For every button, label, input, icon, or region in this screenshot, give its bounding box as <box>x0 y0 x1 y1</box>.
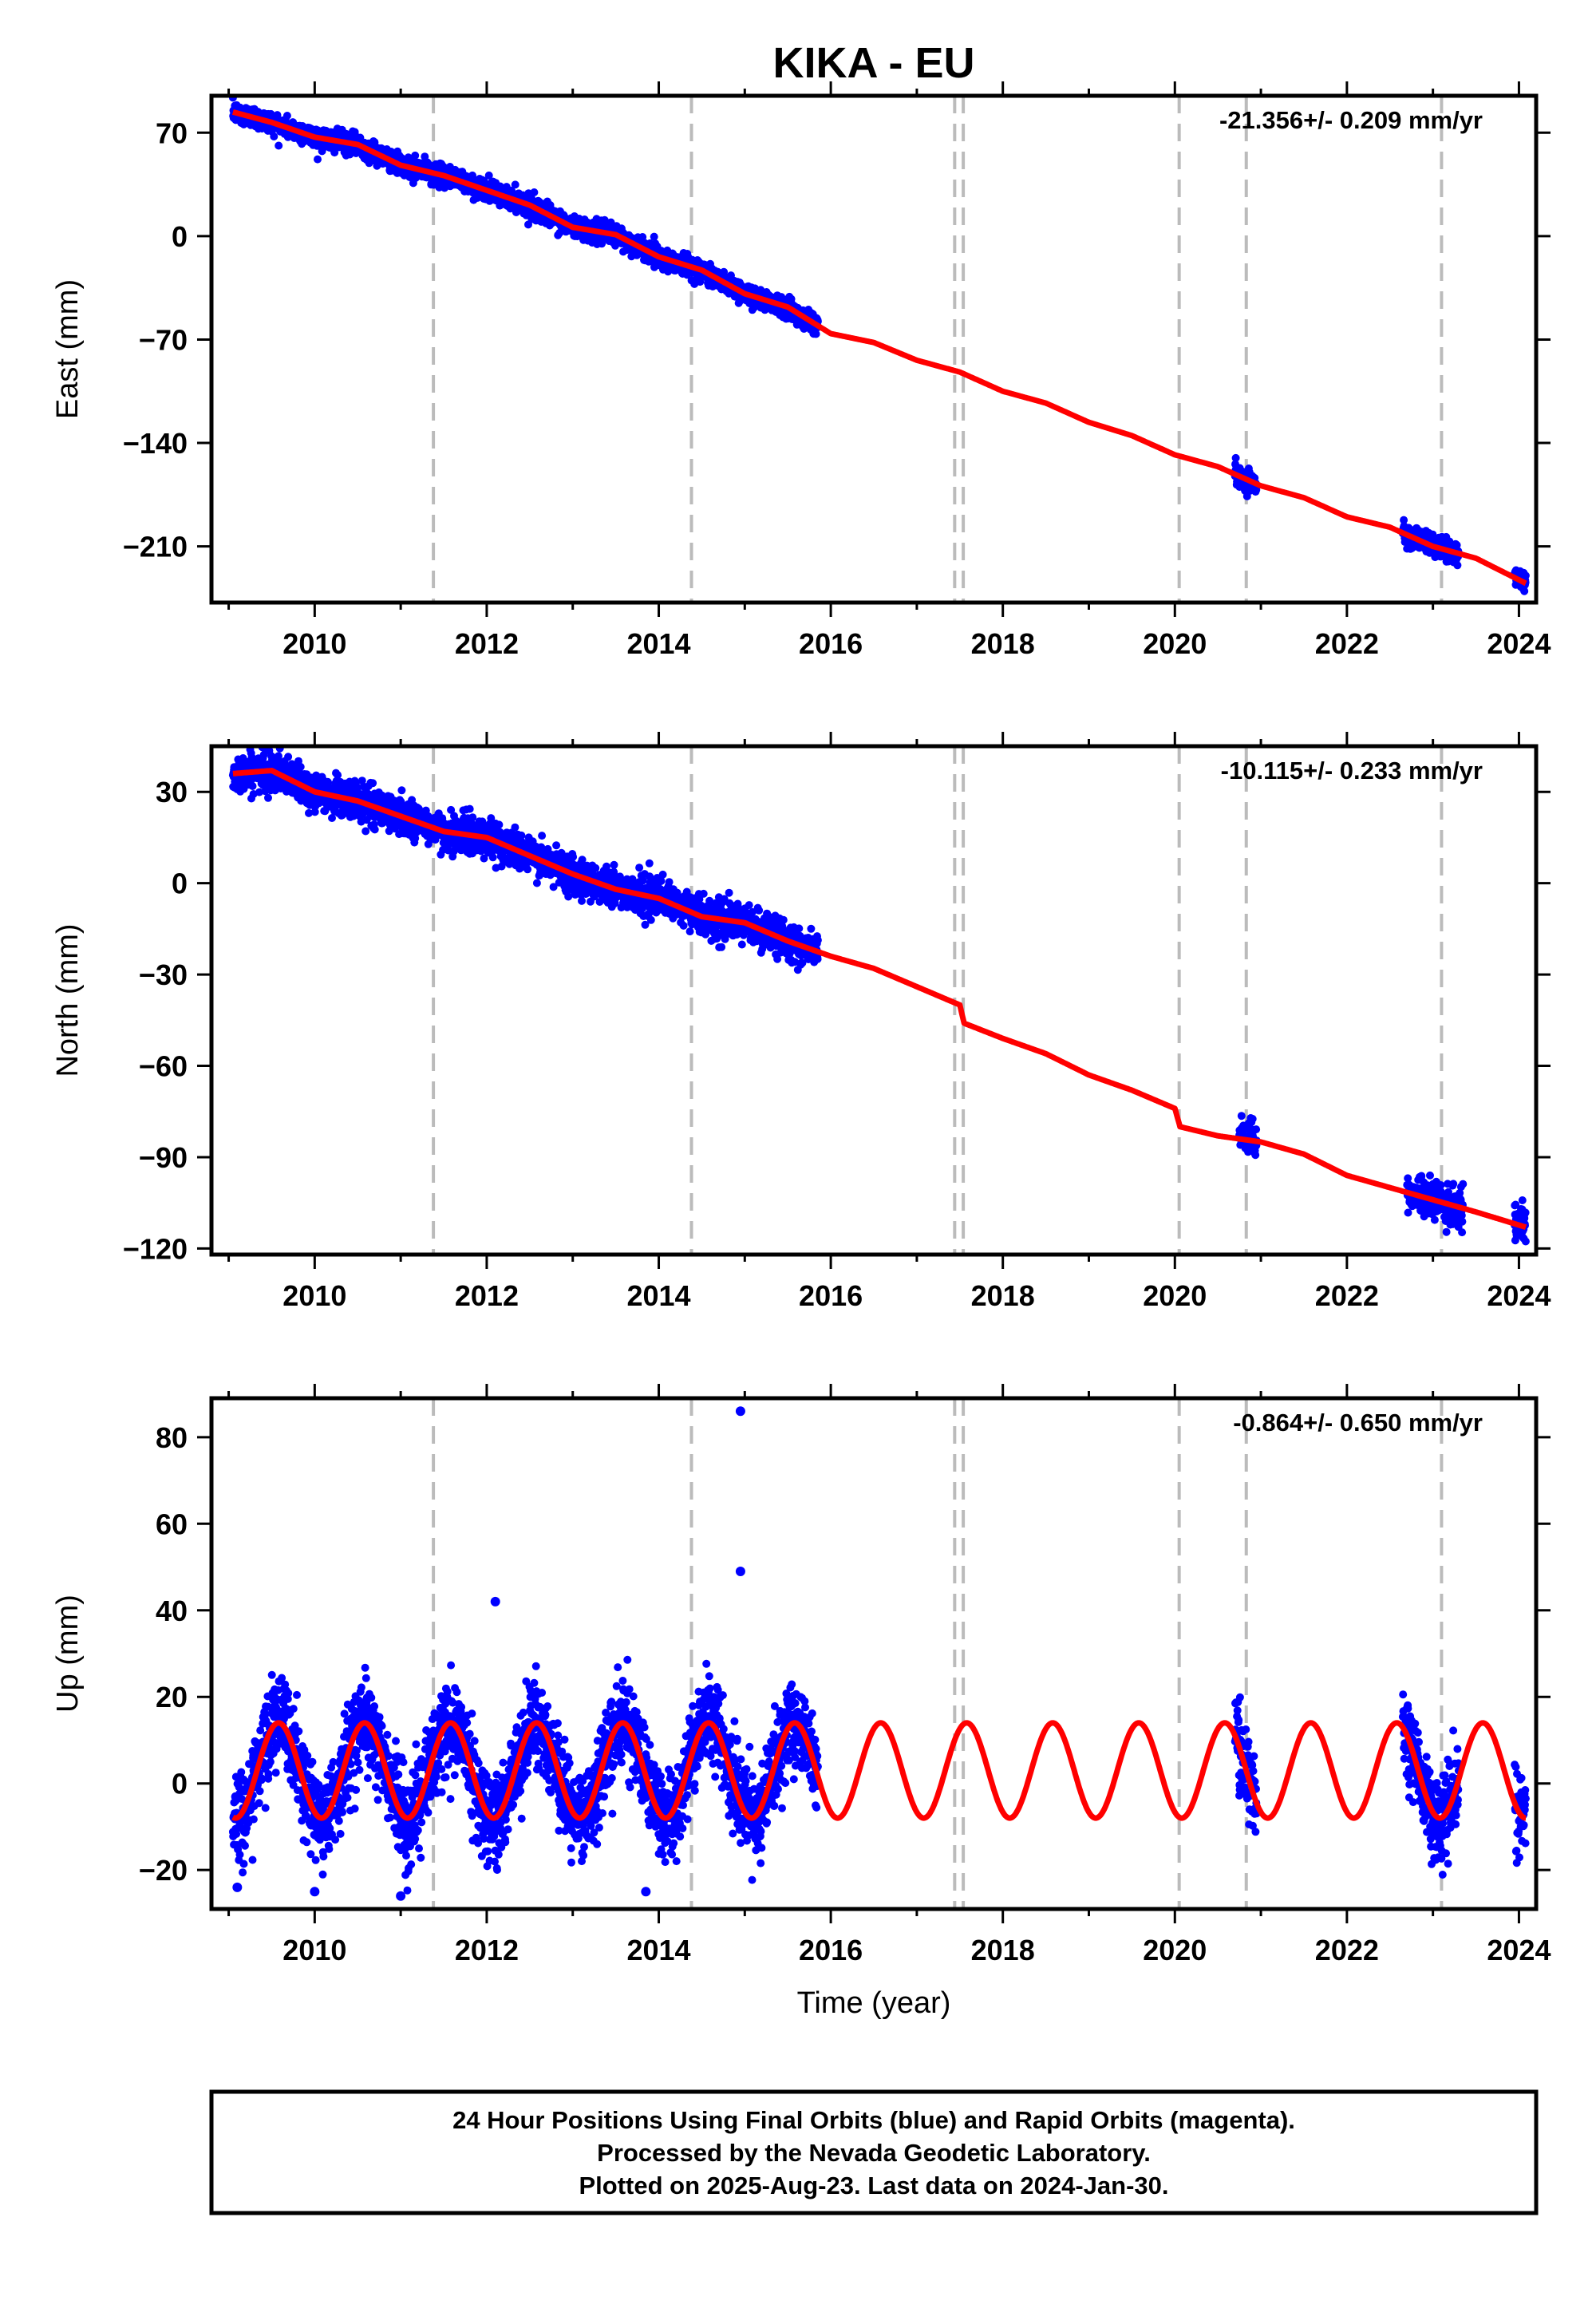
data-point <box>696 278 705 287</box>
y-tick-label: 70 <box>156 117 188 149</box>
plot-frame <box>209 93 1539 605</box>
data-point <box>488 853 497 862</box>
model-curve <box>231 109 1528 587</box>
data-point <box>480 854 488 863</box>
data-point <box>274 752 282 761</box>
data-point <box>598 239 606 248</box>
data-point <box>296 762 305 771</box>
data-point <box>569 852 578 861</box>
data-point <box>645 859 654 868</box>
x-tick-label: 2018 <box>971 627 1035 660</box>
data-point <box>465 804 474 813</box>
data-point <box>511 180 519 189</box>
data-point <box>1400 516 1408 524</box>
data-point <box>310 808 319 816</box>
data-point <box>549 883 558 891</box>
data-point <box>365 159 373 168</box>
north-panel: 2010 2012 2014 2016 2018 2020 2022 2024300−30−6… <box>51 732 1551 1312</box>
x-tick-label: 2024 <box>1487 627 1551 660</box>
data-point <box>361 827 370 836</box>
data-point <box>517 831 526 840</box>
data-point <box>635 864 644 872</box>
data-point <box>264 793 272 802</box>
data-point <box>1520 587 1529 595</box>
data-point <box>370 825 379 834</box>
data-point <box>578 856 587 864</box>
x-tick-label: 2016 <box>799 627 863 660</box>
data-point <box>787 294 796 303</box>
data-point <box>334 771 342 780</box>
data-point <box>411 834 420 843</box>
data-point <box>314 155 322 164</box>
data-point <box>538 832 547 840</box>
data-point <box>665 878 674 887</box>
data-point <box>468 813 477 822</box>
data-point <box>282 112 291 120</box>
x-tick-label: 2012 <box>455 627 519 660</box>
y-tick-label: 0 <box>172 220 188 253</box>
y-tick-label: −70 <box>139 323 188 356</box>
y-tick-label: −210 <box>123 531 188 563</box>
x-tick-label: 2020 <box>1143 627 1207 660</box>
x-tick-label: 2022 <box>1315 627 1379 660</box>
data-point <box>699 889 708 898</box>
data-point <box>255 788 263 796</box>
data-point <box>812 330 820 338</box>
figure-title: KIKA - EU <box>773 39 975 87</box>
data-point <box>1231 453 1240 462</box>
y-axis-label: East (mm) <box>51 279 85 419</box>
data-point <box>447 805 456 814</box>
data-point <box>1453 561 1462 570</box>
data-point <box>578 896 586 905</box>
data-point <box>273 111 282 120</box>
y-tick-label: −140 <box>123 427 188 460</box>
data-point <box>495 820 504 829</box>
data-point <box>658 870 667 879</box>
data-point <box>411 151 420 160</box>
data-point <box>679 921 688 930</box>
data-point <box>638 233 647 241</box>
data-point <box>532 879 541 887</box>
data-point <box>248 782 257 790</box>
x-tick-label: 2010 <box>282 627 346 660</box>
data-point <box>270 132 279 140</box>
data-point <box>685 927 694 936</box>
data-point <box>717 943 726 951</box>
data-point <box>646 915 655 924</box>
data-point <box>610 860 618 869</box>
velocity-rate-label: -21.356+/- 0.209 mm/yr <box>1219 106 1483 134</box>
east-panel: 2010 2012 2014 2016 2018 2020 2022 2024 70 0 −70 −1… <box>51 81 1551 660</box>
data-point <box>511 823 519 832</box>
data-point <box>397 786 406 795</box>
data-point <box>284 753 293 761</box>
data-point <box>650 232 658 241</box>
data-point <box>424 840 433 848</box>
data-point <box>602 862 610 871</box>
data-point <box>328 814 336 822</box>
data-point <box>523 865 532 874</box>
data-point <box>369 779 377 788</box>
data-point <box>305 808 313 817</box>
data-point <box>564 892 573 901</box>
data-point <box>275 141 283 150</box>
data-point <box>591 864 600 872</box>
data-point <box>487 814 496 823</box>
data-point <box>1521 571 1530 580</box>
data-point <box>484 171 493 180</box>
data-point <box>552 841 561 850</box>
x-tick-label: 2014 <box>626 627 690 660</box>
data-point <box>530 188 539 196</box>
data-point <box>1452 541 1461 549</box>
